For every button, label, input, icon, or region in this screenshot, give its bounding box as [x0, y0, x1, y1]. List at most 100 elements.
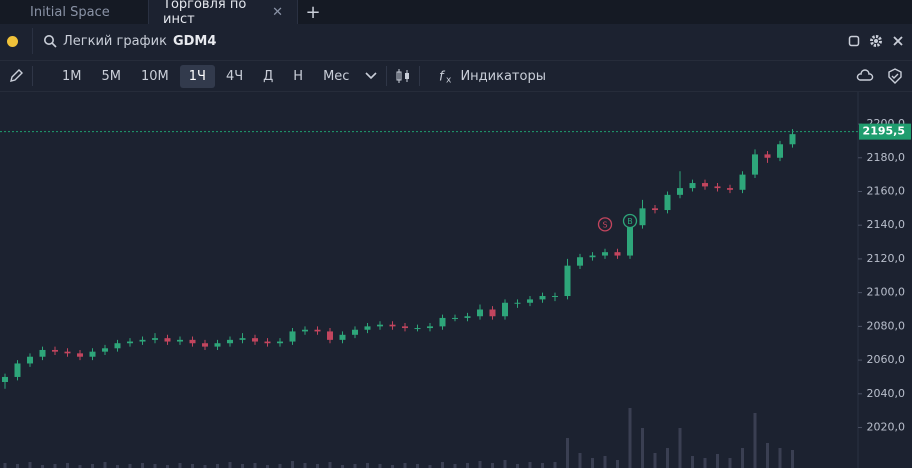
candle-body	[189, 339, 196, 344]
volume-bar	[366, 463, 369, 468]
separator	[32, 66, 33, 86]
volume-bar	[491, 463, 494, 468]
volume-bar	[3, 463, 7, 468]
tab[interactable]: Торговля по инст ✕	[149, 0, 298, 27]
volume-bar	[266, 465, 269, 468]
volume-bar	[391, 465, 394, 468]
timeframe-button[interactable]: 4Ч	[225, 68, 244, 84]
tab-label: Initial Space	[30, 4, 110, 20]
volume-bar	[578, 453, 582, 468]
timeframe-button[interactable]: 5М	[101, 68, 122, 84]
volume-bar	[378, 464, 382, 468]
candle-body	[727, 188, 733, 190]
candle-body	[202, 343, 208, 347]
volume-bar	[153, 464, 157, 468]
tab[interactable]: Initial Space	[0, 0, 149, 24]
candle-body	[764, 154, 771, 158]
window-controls	[848, 34, 904, 48]
candle-body	[452, 317, 458, 319]
svg-text:x: x	[446, 76, 452, 85]
candle-body	[77, 353, 83, 357]
indicators-label: Индикаторы	[460, 68, 546, 84]
timeframe-button[interactable]: Д	[263, 68, 274, 84]
volume-bar	[341, 465, 344, 468]
volume-bar	[516, 464, 519, 468]
candle-body	[364, 326, 371, 330]
y-tick-label: 2080,0	[867, 319, 906, 332]
volume-bar	[166, 465, 169, 468]
y-tick-label: 2040,0	[867, 387, 906, 400]
volume-bar	[791, 450, 794, 468]
volume-bar	[16, 464, 19, 468]
close-icon[interactable]	[892, 35, 904, 47]
candle-body	[602, 252, 608, 256]
candle-body	[777, 144, 783, 158]
new-tab-button[interactable]: +	[305, 1, 321, 23]
volume-bar	[478, 461, 482, 468]
candle-body	[789, 134, 796, 145]
volume-bar	[116, 465, 119, 468]
candle-body	[389, 324, 396, 327]
volume-bar	[141, 463, 144, 468]
candle-body	[252, 338, 258, 342]
timeframe-button[interactable]: 1Ч	[179, 64, 215, 88]
volume-bar	[328, 462, 332, 468]
volume-bar	[641, 428, 644, 468]
timeframe-button[interactable]: 1М	[62, 68, 82, 84]
y-tick-label: 2160,0	[867, 184, 906, 197]
volume-bar	[278, 464, 282, 468]
search[interactable]: Легкий график GDM4	[32, 28, 216, 54]
candle-body	[327, 331, 333, 340]
draw-icon[interactable]	[8, 68, 24, 84]
volume-bar	[653, 453, 657, 468]
volume-bar	[203, 465, 207, 468]
candle-body	[514, 302, 521, 304]
candle-body	[27, 356, 33, 364]
volume-bar	[178, 463, 182, 468]
timeframe-button[interactable]: Мес	[323, 68, 350, 84]
tab-list: Initial Space Торговля по инст ✕	[0, 0, 298, 27]
candle-body	[239, 338, 246, 340]
candle-body	[277, 341, 283, 344]
volume-bar	[503, 460, 507, 468]
volume-bar	[466, 463, 469, 468]
volume-bar	[303, 463, 307, 468]
timeframe-button[interactable]: Н	[293, 68, 304, 84]
candle-body	[477, 309, 483, 317]
candle-body	[502, 302, 508, 317]
candle-body	[177, 339, 183, 342]
candle-body	[2, 376, 8, 383]
candle-body	[64, 351, 71, 354]
separator	[386, 66, 388, 86]
candle-body	[539, 296, 546, 300]
volume-bar	[691, 456, 694, 468]
maximize-icon[interactable]	[848, 35, 860, 47]
candle-body	[552, 296, 558, 298]
volume-bar	[228, 462, 232, 468]
timeframe-button[interactable]: 10М	[141, 68, 169, 84]
shield-icon[interactable]	[888, 68, 902, 84]
chevron-icon[interactable]	[364, 70, 378, 82]
y-tick-label: 2180,0	[867, 151, 906, 164]
candle-body	[314, 329, 321, 332]
trade-marker-label: S	[602, 220, 607, 229]
tab-bar: Initial Space Торговля по инст ✕ +	[0, 0, 912, 27]
candle-type-icon[interactable]	[395, 68, 411, 84]
volume-bar	[216, 464, 219, 468]
tab-close[interactable]: ✕	[272, 4, 283, 20]
timeframes: 1М 5М 10М 1Ч 4Ч Д Н Мес	[53, 64, 358, 88]
candle-body	[589, 255, 596, 258]
settings-icon[interactable]	[869, 34, 883, 48]
cloud-icon[interactable]	[856, 68, 874, 82]
candle-body	[127, 341, 133, 344]
candle-body	[639, 208, 646, 226]
candle-body	[439, 317, 446, 327]
volume-bar	[778, 448, 782, 468]
last-price-label: 2195,5	[863, 125, 905, 138]
candle-body	[527, 299, 533, 303]
volume-bar	[541, 463, 544, 468]
volume-bar	[628, 408, 632, 468]
